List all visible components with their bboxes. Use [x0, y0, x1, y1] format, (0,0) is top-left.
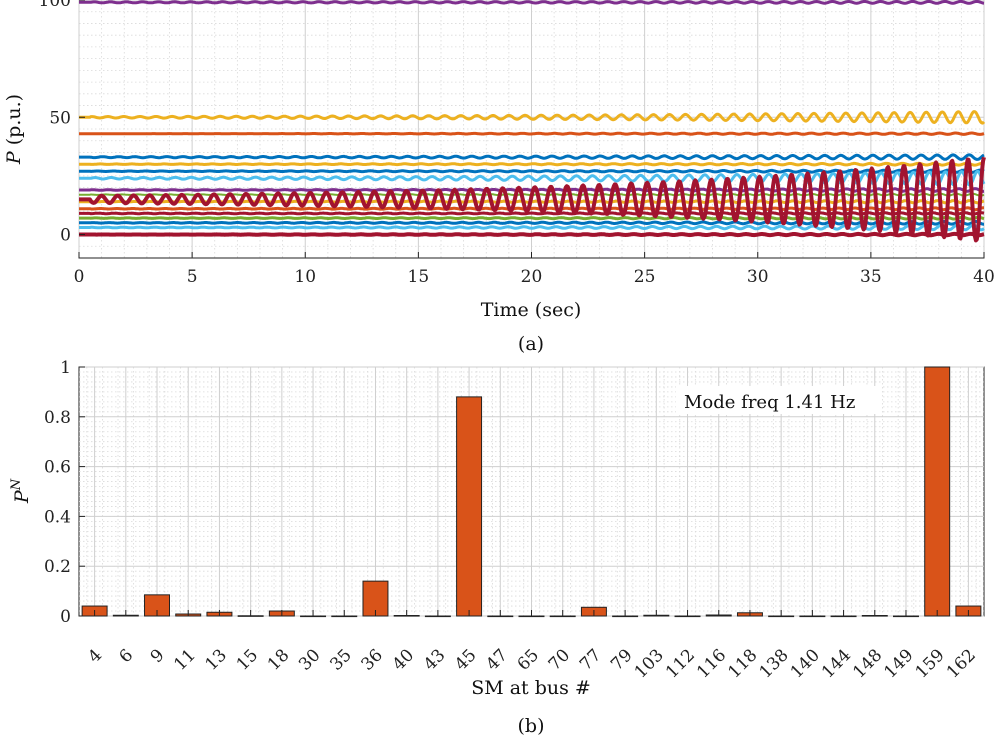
bar-sm-138: [768, 615, 795, 618]
y-axis-label-b-symbol: P: [11, 489, 33, 504]
x-tick-label-bus-144: 144: [818, 645, 855, 682]
y-tick-label: 0: [60, 607, 71, 627]
series-line-sm-159: [78, 0, 985, 5]
x-tick-label-bus-4: 4: [84, 645, 106, 667]
y-tick-label: 0.6: [44, 458, 71, 478]
x-tick-label-bus-116: 116: [693, 645, 730, 682]
x-tick-label-bus-11: 11: [170, 645, 199, 674]
y-tick-label: 0.2: [44, 557, 71, 577]
bar-sm-70: [549, 615, 576, 618]
x-tick-label-bus-103: 103: [631, 645, 668, 682]
x-tick-label-bus-159: 159: [912, 645, 949, 682]
x-tick-label-bus-149: 149: [880, 645, 917, 682]
x-tick-label-bus-6: 6: [116, 645, 138, 667]
x-tick-label-bus-148: 148: [849, 645, 886, 682]
panel-a-lines: [77, 0, 986, 243]
series-line-sm-o: [77, 231, 986, 238]
x-tick-label-bus-40: 40: [389, 645, 418, 674]
x-tick-label: 25: [634, 267, 656, 287]
y-axis-label-a-unit: (p.u.): [3, 94, 25, 151]
panel-a-label: (a): [518, 333, 544, 355]
bar-sm-65: [518, 615, 545, 618]
series-line-sm-b: [78, 131, 985, 136]
x-tick-label-bus-9: 9: [147, 645, 169, 667]
y-axis-label-b-superscript: N: [9, 478, 24, 491]
x-tick-label-bus-70: 70: [545, 645, 574, 674]
bar-sm-30: [300, 615, 327, 618]
bar-sm-35: [331, 615, 358, 618]
y-axis-label-a: P (p.u.): [3, 94, 25, 165]
x-tick-label: 35: [860, 267, 882, 287]
series-line-sm-c: [78, 153, 985, 161]
x-tick-label: 30: [747, 267, 769, 287]
x-tick-label-bus-45: 45: [451, 645, 480, 674]
x-tick-label-bus-162: 162: [943, 645, 980, 682]
x-tick-label-bus-15: 15: [233, 645, 262, 674]
x-tick-label-bus-112: 112: [662, 645, 699, 682]
bar-sm-144: [830, 615, 857, 618]
x-tick-label: 20: [521, 267, 543, 287]
x-axis-label-a: Time (sec): [481, 299, 582, 321]
bar-sm-47: [487, 615, 514, 618]
series-line-sm-45: [77, 156, 986, 243]
x-tick-label-bus-77: 77: [576, 645, 605, 674]
y-tick-label: 0: [60, 226, 71, 246]
x-tick-label-bus-18: 18: [264, 645, 293, 674]
series-line-sm-j: [78, 206, 985, 212]
x-tick-label-bus-36: 36: [358, 645, 387, 674]
annotation-background: [676, 386, 882, 414]
series-line-sm-a: [78, 110, 986, 125]
panel-b-label: (b): [518, 715, 545, 737]
series-line-sm-e: [78, 168, 985, 174]
bar-sm-112: [674, 615, 701, 618]
panel-a-ticks: 0 5 10 15 20 25 30 35 40 0 50 100: [39, 0, 995, 287]
x-tick-label-bus-30: 30: [295, 645, 324, 674]
y-axis-label-b: PN: [9, 478, 33, 504]
x-tick-label: 15: [408, 267, 430, 287]
y-tick-label: 1: [60, 358, 71, 378]
x-tick-label-bus-65: 65: [514, 645, 543, 674]
x-tick-label-bus-118: 118: [724, 645, 761, 682]
series-line-sm-d: [78, 161, 985, 167]
x-tick-label-bus-35: 35: [326, 645, 355, 674]
y-axis-label-a-var: P: [3, 150, 25, 165]
y-tick-label: 0.8: [44, 408, 71, 428]
x-tick-label: 40: [973, 267, 995, 287]
bar-sm-45: [456, 396, 483, 617]
y-tick-label: 0.4: [44, 507, 71, 527]
series-line-sm-f: [78, 169, 986, 187]
x-tick-label-bus-43: 43: [420, 645, 449, 674]
x-tick-label: 5: [187, 267, 198, 287]
bar-sm-140: [799, 615, 826, 618]
x-tick-label: 10: [294, 267, 316, 287]
x-tick-label: 0: [74, 267, 85, 287]
participation-factor-panel: 0 0.2 0.4 0.6 0.8 1 4 6 9 11 13 15 18 30 35 36 40 43 45 47 6…: [9, 358, 985, 737]
panel-b-grid: [79, 366, 984, 617]
x-tick-label-bus-13: 13: [202, 645, 231, 674]
bar-sm-79: [612, 615, 639, 618]
time-series-panel: 0 5 10 15 20 25 30 35 40 0 50 100 Time (sec) (a) P …: [3, 0, 995, 355]
y-tick-label: 50: [49, 108, 71, 128]
x-tick-label-bus-138: 138: [756, 645, 793, 682]
x-tick-label-bus-140: 140: [787, 645, 824, 682]
x-tick-label-bus-47: 47: [482, 645, 511, 674]
y-tick-label: 100: [39, 0, 71, 11]
x-axis-label-b: SM at bus #: [471, 677, 591, 699]
mode-frequency-annotation: Mode freq 1.41 Hz: [684, 392, 855, 413]
bar-sm-159: [924, 366, 951, 617]
bar-sm-149: [893, 615, 919, 618]
bar-sm-43: [424, 615, 451, 618]
series-line-sm-k: [78, 211, 985, 216]
